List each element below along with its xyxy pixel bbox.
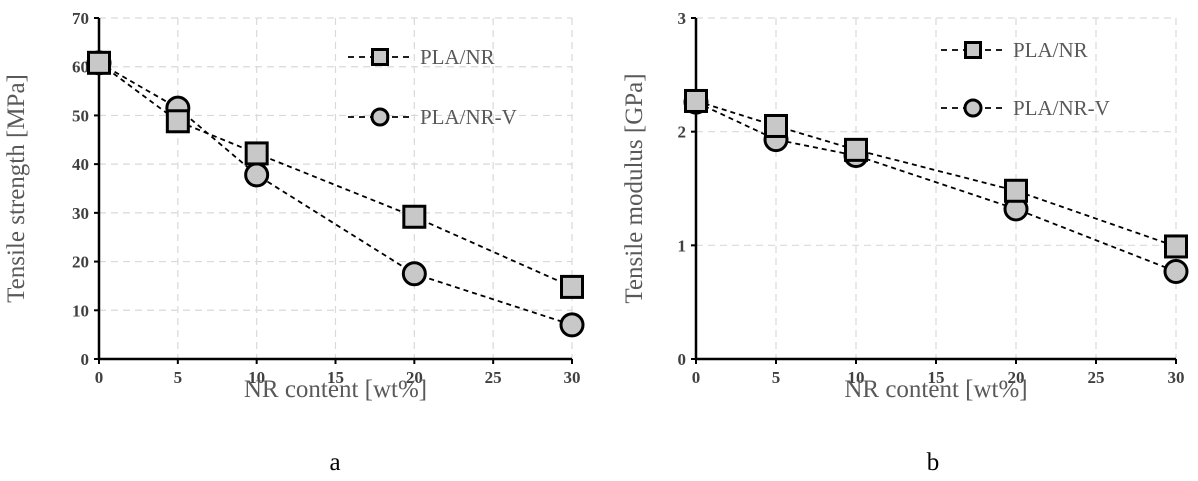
data-point-square bbox=[402, 204, 427, 229]
y-axis-title: Tensile strength [MPa] bbox=[3, 74, 30, 303]
gridlines bbox=[696, 17, 1177, 359]
y-tick-label: 40 bbox=[72, 155, 89, 174]
x-tick-label: 0 bbox=[692, 368, 701, 387]
legend-label: PLA/NR-V bbox=[1013, 96, 1110, 120]
gridlines bbox=[99, 17, 573, 359]
data-point-square bbox=[244, 141, 269, 166]
legend-item: PLA/NR-V bbox=[941, 96, 1110, 120]
legend-label: PLA/NR-V bbox=[420, 105, 517, 129]
x-tick-label: 5 bbox=[772, 368, 781, 387]
y-tick-label: 0 bbox=[678, 350, 687, 369]
chart-panel-b: 0 5 10 15 20 25 30 0 1 2 3 NR content [wt%] Tensile … bbox=[621, 9, 1189, 476]
x-tick-label: 20 bbox=[1008, 368, 1025, 387]
data-point-circle bbox=[1163, 258, 1189, 284]
y-tick-label: 10 bbox=[72, 301, 89, 320]
y-tick-label: 1 bbox=[678, 236, 687, 255]
chart-panel-a: 0 5 10 15 20 25 30 0 10 20 30 40 50 60 70 NR content [w… bbox=[3, 9, 585, 476]
y-tick-label: 30 bbox=[72, 204, 89, 223]
x-tick-label: 25 bbox=[485, 368, 502, 387]
legend-marker-square bbox=[371, 48, 389, 66]
panel-label: a bbox=[329, 449, 340, 476]
series-line-square bbox=[695, 100, 1177, 248]
legend-label: PLA/NR bbox=[420, 45, 495, 69]
data-point-square bbox=[560, 274, 584, 299]
legend-marker-circle bbox=[963, 98, 983, 118]
y-tick-label: 50 bbox=[72, 106, 89, 125]
series-line-circle bbox=[695, 101, 1177, 273]
x-tick-label: 10 bbox=[248, 368, 265, 387]
legend-marker-square bbox=[964, 41, 982, 59]
x-tick-label: 30 bbox=[564, 368, 581, 387]
y-axis-title: Tensile modulus [GPa] bbox=[621, 73, 648, 303]
x-tick-label: 10 bbox=[848, 368, 865, 387]
x-tick-label: 15 bbox=[928, 368, 945, 387]
x-tick-label: 0 bbox=[95, 368, 104, 387]
y-tick-label: 2 bbox=[678, 123, 687, 142]
y-tick-label: 0 bbox=[81, 350, 90, 369]
x-tick-label: 25 bbox=[1088, 368, 1105, 387]
x-axis-title: NR content [wt%] bbox=[244, 376, 427, 403]
y-tick-label: 70 bbox=[72, 9, 89, 28]
data-point-square bbox=[764, 113, 788, 138]
data-point-square bbox=[1004, 178, 1028, 203]
legend-item: PLA/NR bbox=[348, 45, 495, 69]
data-point-circle bbox=[401, 261, 427, 287]
legend-item: PLA/NR-V bbox=[348, 105, 517, 129]
y-tick-label: 20 bbox=[72, 253, 89, 272]
data-point-square bbox=[1164, 234, 1188, 259]
data-point-square bbox=[844, 137, 868, 162]
y-tick-label: 3 bbox=[678, 9, 687, 28]
x-tick-label: 5 bbox=[174, 368, 183, 387]
data-point-circle bbox=[244, 162, 270, 188]
series-line-circle bbox=[98, 62, 573, 326]
data-point-square bbox=[87, 50, 111, 75]
data-point-square bbox=[684, 88, 708, 113]
data-point-circle bbox=[559, 312, 585, 338]
x-tick-label: 15 bbox=[327, 368, 344, 387]
x-tick-label: 30 bbox=[1168, 368, 1185, 387]
x-tick-label: 20 bbox=[406, 368, 423, 387]
y-tick-label: 60 bbox=[72, 58, 89, 77]
panel-label: b bbox=[927, 449, 940, 476]
legend-marker-circle bbox=[370, 107, 390, 127]
legend-label: PLA/NR bbox=[1013, 38, 1088, 62]
legend-item: PLA/NR bbox=[941, 38, 1088, 62]
legend: PLA/NR PLA/NR-V bbox=[941, 38, 1110, 120]
data-point-square bbox=[165, 109, 190, 134]
x-axis-title: NR content [wt%] bbox=[844, 376, 1027, 403]
legend: PLA/NR PLA/NR-V bbox=[348, 45, 517, 129]
